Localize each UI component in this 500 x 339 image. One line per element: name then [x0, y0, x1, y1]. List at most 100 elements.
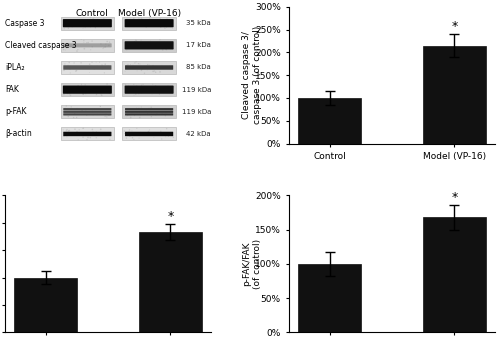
Point	[102, 44, 110, 50]
Point	[64, 44, 72, 49]
Text: 85 kDa: 85 kDa	[186, 64, 211, 71]
Point	[132, 91, 140, 97]
Point	[108, 18, 116, 24]
Point	[123, 63, 131, 68]
Point	[64, 25, 72, 31]
Point	[103, 39, 111, 44]
Point	[168, 26, 176, 31]
Point	[83, 137, 91, 142]
Point	[156, 87, 164, 92]
Point	[82, 91, 90, 97]
Point	[166, 131, 173, 137]
Point	[83, 40, 91, 45]
Point	[92, 59, 100, 65]
FancyBboxPatch shape	[63, 19, 112, 27]
Point	[160, 40, 168, 45]
Point	[60, 67, 68, 73]
Point	[146, 127, 154, 133]
Bar	[60, 39, 114, 52]
Point	[99, 21, 107, 27]
FancyBboxPatch shape	[125, 113, 173, 116]
Point	[60, 92, 68, 97]
Point	[161, 25, 169, 31]
Point	[156, 69, 164, 75]
Point	[136, 109, 143, 115]
Point	[101, 61, 109, 67]
Point	[82, 106, 90, 112]
Point	[158, 47, 166, 53]
Point	[84, 40, 92, 45]
Point	[80, 39, 88, 45]
FancyBboxPatch shape	[124, 19, 174, 27]
Point	[62, 45, 70, 51]
Point	[71, 39, 79, 44]
Point	[63, 127, 71, 132]
Point	[133, 109, 141, 115]
Point	[130, 82, 138, 87]
Point	[101, 114, 109, 119]
Point	[93, 64, 101, 69]
FancyBboxPatch shape	[64, 111, 112, 113]
Point	[135, 106, 143, 111]
Point	[151, 45, 159, 51]
Point	[105, 113, 113, 118]
Point	[167, 108, 175, 114]
Point	[152, 69, 160, 75]
Point	[92, 129, 100, 134]
Point	[68, 21, 76, 26]
Point	[120, 131, 128, 136]
Point	[137, 38, 145, 43]
Point	[130, 113, 138, 118]
Bar	[60, 61, 114, 74]
Point	[65, 60, 73, 65]
Point	[142, 85, 150, 90]
Point	[92, 92, 100, 97]
Point	[156, 92, 164, 97]
Point	[60, 128, 68, 134]
Point	[88, 64, 96, 69]
Point	[162, 110, 170, 115]
Bar	[424, 45, 486, 143]
Point	[100, 66, 108, 72]
Point	[89, 112, 97, 117]
Point	[146, 16, 154, 21]
Point	[162, 134, 170, 140]
Point	[75, 127, 83, 133]
Bar	[60, 17, 114, 30]
Point	[70, 111, 78, 116]
Point	[86, 47, 94, 53]
Point	[153, 111, 161, 117]
Point	[125, 129, 133, 135]
Point	[136, 115, 144, 120]
Point	[150, 131, 158, 137]
Bar	[298, 98, 361, 143]
Text: Model (VP-16): Model (VP-16)	[118, 9, 180, 18]
Point	[158, 132, 166, 138]
Point	[74, 47, 82, 52]
Point	[90, 86, 98, 91]
Point	[145, 106, 153, 111]
Point	[80, 46, 88, 52]
Point	[74, 109, 82, 115]
Point	[158, 62, 166, 68]
Point	[127, 16, 135, 22]
Text: Caspase 3: Caspase 3	[5, 19, 44, 28]
FancyBboxPatch shape	[124, 41, 174, 49]
Point	[135, 135, 143, 141]
Point	[138, 68, 145, 73]
Point	[63, 21, 71, 26]
Point	[130, 40, 138, 45]
Text: Cleaved caspase 3: Cleaved caspase 3	[5, 41, 76, 50]
Point	[158, 136, 166, 142]
Point	[144, 111, 152, 117]
Point	[87, 63, 95, 69]
Point	[106, 108, 114, 114]
Point	[167, 46, 175, 51]
Point	[146, 131, 154, 136]
Point	[70, 115, 78, 120]
Point	[136, 16, 144, 22]
Bar	[60, 83, 114, 96]
Point	[126, 115, 134, 120]
Point	[170, 46, 177, 51]
Point	[98, 93, 106, 98]
